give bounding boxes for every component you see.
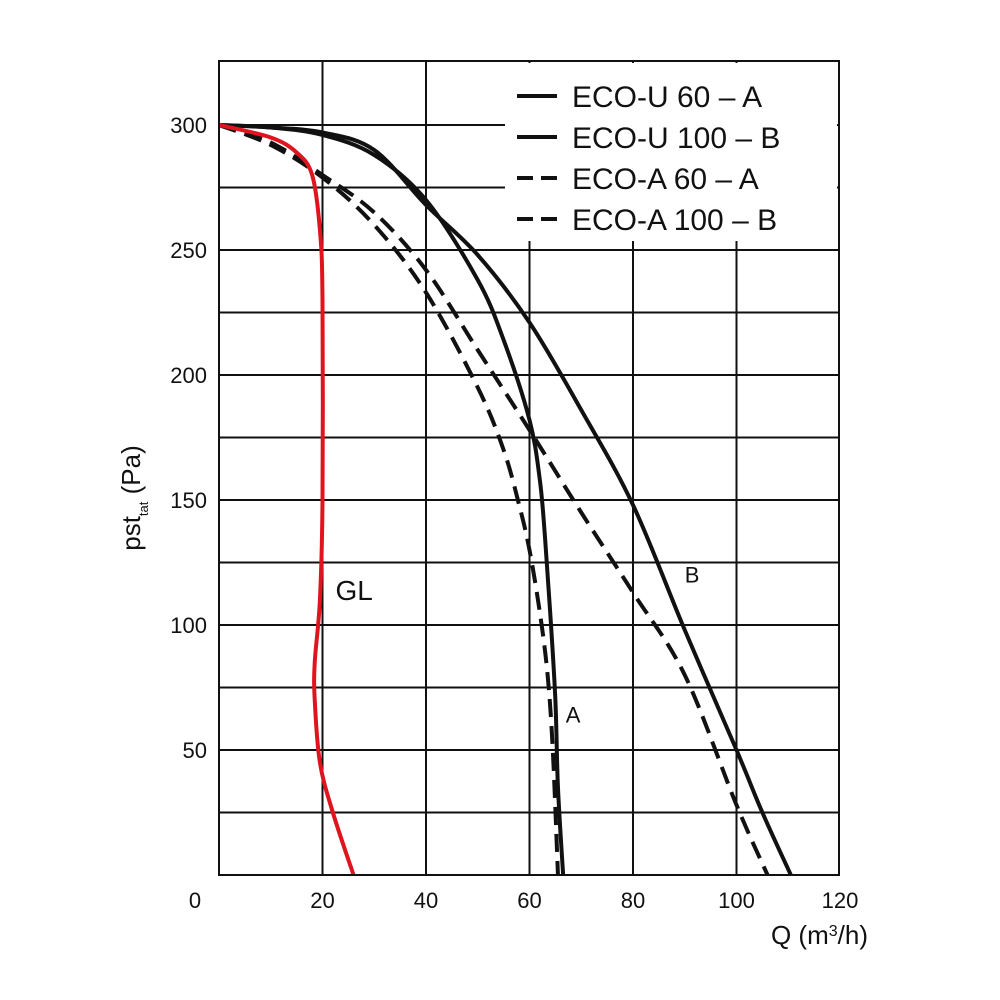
x-tick-label-0: 0 <box>189 888 201 913</box>
series-line-eco-u-100-b <box>218 123 793 876</box>
x-axis-label: Q (m3/h) <box>771 920 868 950</box>
y-tick-label-250: 250 <box>170 238 207 263</box>
curve-label-b: B <box>685 563 700 588</box>
x-axis-label-superscript: 3 <box>829 923 838 940</box>
series-line-gl <box>218 123 356 876</box>
series-line-eco-a-100-b <box>218 123 770 876</box>
x-tick-label-100: 100 <box>718 888 755 913</box>
y-tick-label-100: 100 <box>170 613 207 638</box>
y-axis-ticks: 50 100 150 200 250 300 <box>170 113 207 763</box>
curves <box>218 123 793 876</box>
y-tick-label-150: 150 <box>170 488 207 513</box>
y-tick-label-50: 50 <box>183 738 207 763</box>
legend-entry-eco-u-100-b: ECO-U 100 – B <box>572 122 780 155</box>
plot-frame <box>218 60 840 876</box>
legend-entry-eco-u-60-a: ECO-U 60 – A <box>572 81 762 114</box>
y-axis-label-subscript: tat <box>136 501 151 516</box>
x-axis-label-tail: /h) <box>838 920 868 950</box>
y-axis-label-base: pst <box>116 515 146 550</box>
annotations: GL B A <box>335 563 699 728</box>
series-line-eco-a-60-a <box>218 123 560 876</box>
y-axis-label: psttat (Pa) <box>116 445 151 551</box>
x-tick-label-60: 60 <box>517 888 541 913</box>
x-tick-label-20: 20 <box>310 888 334 913</box>
legend-box <box>505 63 837 241</box>
legend: ECO-U 60 – A ECO-U 100 – B ECO-A 60 – A ECO… <box>517 81 780 237</box>
x-tick-label-80: 80 <box>621 888 645 913</box>
y-tick-label-200: 200 <box>170 363 207 388</box>
x-tick-label-120: 120 <box>822 888 859 913</box>
series-line-eco-u-60-a <box>218 123 566 876</box>
curve-label-gl: GL <box>335 575 372 606</box>
y-axis-label-tail: (Pa) <box>116 445 146 501</box>
legend-entry-eco-a-60-a: ECO-A 60 – A <box>572 163 759 196</box>
curve-label-a: A <box>566 703 581 728</box>
y-tick-label-300: 300 <box>170 113 207 138</box>
x-tick-label-40: 40 <box>414 888 438 913</box>
legend-entry-eco-a-100-b: ECO-A 100 – B <box>572 204 777 237</box>
x-axis-label-base: Q (m <box>771 920 829 950</box>
x-axis-ticks: 0 20 40 60 80 100 120 <box>189 888 858 913</box>
